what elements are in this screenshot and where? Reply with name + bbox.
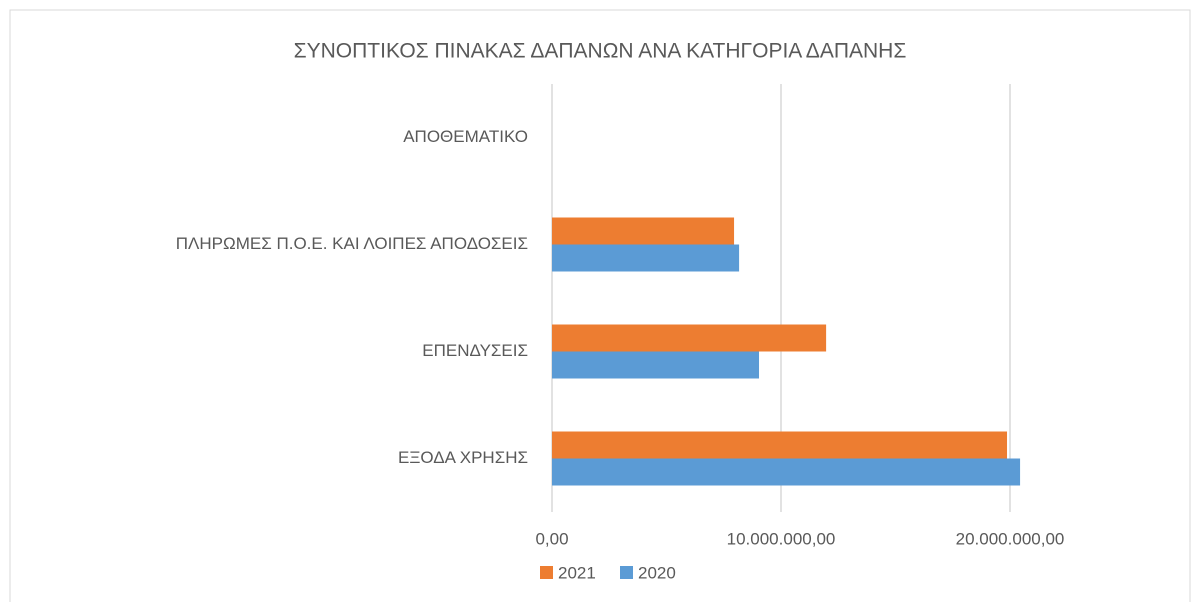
y-tick-label: ΑΠΟΘΕΜΑΤΙΚΟ (403, 127, 528, 146)
legend-swatch (620, 566, 633, 579)
chart-title: ΣΥΝΟΠΤΙΚΟΣ ΠΙΝΑΚΑΣ ΔΑΠΑΝΩΝ ΑΝΑ ΚΑΤΗΓΟΡΙΑ… (294, 40, 907, 63)
x-tick-label: 0,00 (535, 529, 568, 548)
x-tick-label: 10.000.000,00 (727, 529, 836, 548)
y-tick-label: ΠΛΗΡΩΜΕΣ Π.Ο.Ε. ΚΑΙ ΛΟΙΠΕΣ ΑΠΟΔΟΣΕΙΣ (176, 234, 528, 253)
legend-label: 2020 (638, 563, 676, 582)
x-tick-label: 20.000.000,00 (956, 529, 1065, 548)
y-tick-label: ΕΞΟΔΑ ΧΡΗΣΗΣ (398, 448, 528, 467)
bar (552, 431, 1008, 459)
bar (552, 324, 827, 352)
bar (552, 351, 760, 379)
bar (552, 244, 740, 272)
legend-swatch (540, 566, 553, 579)
bar (552, 458, 1021, 486)
bar (552, 217, 735, 245)
y-tick-label: ΕΠΕΝΔΥΣΕΙΣ (422, 341, 528, 360)
chart-frame (9, 9, 1191, 602)
legend-label: 2021 (558, 563, 596, 582)
